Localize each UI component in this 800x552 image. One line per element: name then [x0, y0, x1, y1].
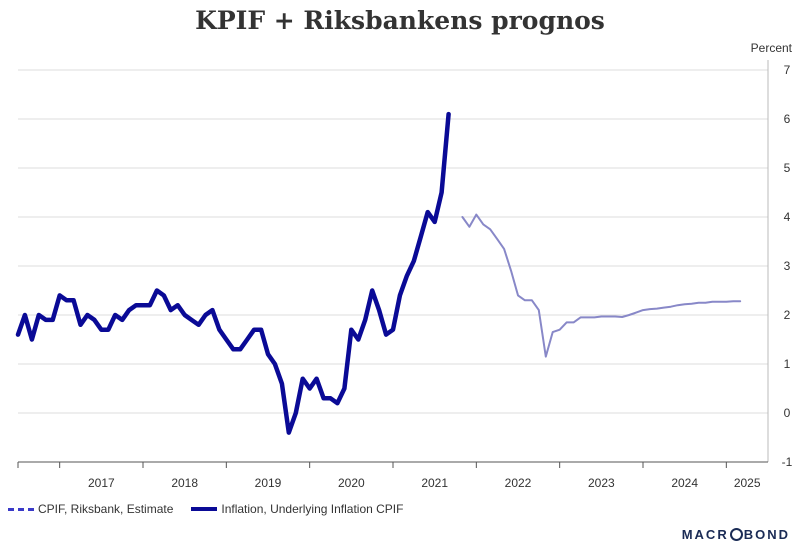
macrobond-logo: MACR BOND [682, 527, 790, 542]
y-tick-label: 2 [784, 308, 791, 322]
y-tick-label: -1 [782, 455, 793, 469]
x-tick-label: 2025 [734, 476, 761, 490]
y-tick-label: 6 [784, 112, 791, 126]
y-tick-label: 7 [784, 63, 791, 77]
y-tick-label: 1 [784, 357, 791, 371]
x-tick-label: 2018 [171, 476, 198, 490]
legend-swatch-actual [191, 507, 218, 511]
x-tick-label: 2022 [505, 476, 532, 490]
brand-text-pre: MACR [681, 527, 729, 542]
x-tick-label: 2019 [255, 476, 282, 490]
y-tick-label: 4 [784, 210, 791, 224]
brand-text-post: BOND [743, 527, 790, 542]
legend: CPIF, Riksbank, Estimate Inflation, Unde… [8, 502, 403, 516]
y-tick-label: 0 [784, 406, 791, 420]
legend-label-forecast: CPIF, Riksbank, Estimate [38, 502, 174, 516]
x-tick-label: 2020 [338, 476, 365, 490]
legend-item-actual: Inflation, Underlying Inflation CPIF [191, 502, 403, 516]
series-line-actual [15, 111, 451, 435]
x-tick-label: 2017 [88, 476, 115, 490]
chart-title: KPIF + Riksbankens prognos [195, 6, 605, 35]
x-tick-label: 2021 [421, 476, 448, 490]
series-line-forecast [461, 213, 742, 358]
x-tick-label: 2023 [588, 476, 615, 490]
y-tick-label: 5 [784, 161, 791, 175]
brand-o-icon [729, 528, 743, 541]
x-tick-label: 2024 [671, 476, 698, 490]
y-axis-label: Percent [751, 41, 793, 55]
legend-swatch-forecast [8, 507, 34, 511]
legend-item-forecast: CPIF, Riksbank, Estimate [8, 502, 173, 516]
y-tick-label: 3 [784, 259, 791, 273]
legend-label-actual: Inflation, Underlying Inflation CPIF [221, 502, 404, 516]
